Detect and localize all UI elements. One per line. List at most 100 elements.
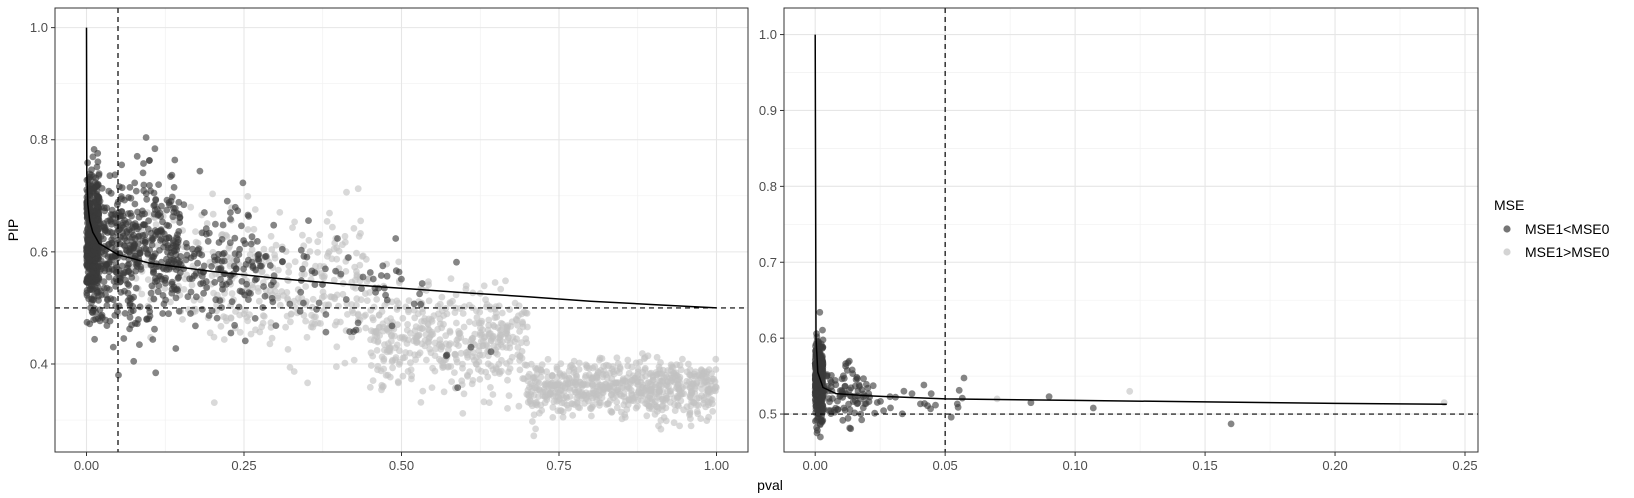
scatter-point <box>469 334 477 342</box>
scatter-point <box>98 248 105 256</box>
scatter-point <box>854 375 861 382</box>
scatter-point <box>227 329 235 337</box>
scatter-point <box>375 312 383 319</box>
scatter-point <box>421 342 429 350</box>
scatter-point <box>287 318 294 326</box>
scatter-point <box>538 407 546 414</box>
scatter-point <box>226 272 234 280</box>
scatter-point <box>419 387 427 395</box>
scatter-point <box>819 343 827 351</box>
scatter-point <box>130 293 138 301</box>
scatter-point <box>418 280 426 287</box>
scatter-point <box>248 258 256 266</box>
scatter-point <box>329 223 336 231</box>
scatter-point <box>108 236 116 244</box>
scatter-point <box>388 331 395 339</box>
scatter-point <box>434 325 442 333</box>
scatter-point <box>877 398 884 405</box>
scatter-point <box>480 282 488 290</box>
scatter-point <box>880 407 887 415</box>
scatter-point <box>359 252 367 260</box>
scatter-point <box>685 360 692 368</box>
scatter-point <box>608 408 616 416</box>
scatter-point <box>113 201 121 209</box>
scatter-point <box>476 376 484 383</box>
scatter-point <box>362 324 370 332</box>
scatter-point <box>104 295 111 303</box>
scatter-point <box>350 356 358 364</box>
scatter-point <box>241 337 249 345</box>
y-tick-label: 0.9 <box>759 103 777 118</box>
right-panel: 0.00 0.05 0.10 0.15 0.20 0.25 0.5 0.6 0.7 0.8 0.9… <box>759 7 1479 473</box>
scatter-point <box>251 315 259 322</box>
scatter-point <box>353 268 360 275</box>
scatter-point <box>516 366 524 374</box>
scatter-point <box>395 361 403 368</box>
scatter-point <box>502 323 510 331</box>
scatter-point <box>502 330 509 338</box>
scatter-point <box>520 308 528 316</box>
scatter-point <box>549 403 557 411</box>
scatter-point <box>960 374 968 382</box>
scatter-point <box>306 248 314 255</box>
scatter-point <box>228 298 236 306</box>
scatter-point <box>129 302 137 310</box>
scatter-point <box>482 341 490 349</box>
left-panel: 0.00 0.25 0.50 0.75 1.00 0.4 0.6 0.8 1.0 <box>30 7 749 473</box>
scatter-point <box>625 395 633 403</box>
scatter-point <box>255 297 263 305</box>
scatter-point <box>162 274 170 282</box>
scatter-point <box>305 217 312 225</box>
scatter-point <box>576 359 583 367</box>
scatter-point <box>260 283 267 290</box>
scatter-point <box>136 303 144 311</box>
scatter-point <box>416 290 423 298</box>
scatter-point <box>588 412 595 420</box>
scatter-point <box>566 363 574 370</box>
scatter-point <box>853 400 861 408</box>
scatter-point <box>124 297 132 304</box>
scatter-point <box>357 296 365 304</box>
scatter-point <box>712 366 720 373</box>
scatter-point <box>404 368 412 375</box>
scatter-point <box>398 333 406 341</box>
scatter-point <box>303 333 311 341</box>
scatter-point <box>110 296 117 304</box>
scatter-point <box>109 343 117 351</box>
scatter-point <box>708 396 716 404</box>
scatter-point <box>701 368 708 375</box>
scatter-point <box>693 395 701 403</box>
right-fitted-curve <box>814 34 1447 405</box>
scatter-point <box>132 187 140 195</box>
scatter-point <box>222 314 230 322</box>
scatter-point <box>219 221 227 229</box>
scatter-point <box>932 401 939 409</box>
scatter-point <box>330 245 338 253</box>
scatter-point <box>170 184 178 191</box>
scatter-point <box>492 309 500 317</box>
scatter-point <box>96 268 103 276</box>
scatter-point <box>250 225 258 233</box>
scatter-point <box>498 356 505 364</box>
scatter-point <box>466 318 473 326</box>
legend-key-dark <box>1503 225 1511 233</box>
scatter-point <box>134 208 141 216</box>
scatter-point <box>314 238 322 246</box>
scatter-point <box>285 268 293 276</box>
scatter-point <box>389 364 396 372</box>
scatter-point <box>484 360 492 368</box>
scatter-point <box>219 250 227 258</box>
scatter-point <box>316 231 324 239</box>
scatter-point <box>429 330 437 338</box>
scatter-point <box>377 272 385 279</box>
scatter-point <box>142 245 150 253</box>
scatter-point <box>657 417 665 424</box>
scatter-point <box>616 369 623 377</box>
scatter-point <box>349 309 357 317</box>
scatter-point <box>268 246 276 253</box>
scatter-point <box>958 394 966 402</box>
scatter-point <box>626 378 634 386</box>
scatter-point <box>522 335 530 343</box>
scatter-point <box>132 284 140 292</box>
right-panel-background <box>784 8 1478 452</box>
